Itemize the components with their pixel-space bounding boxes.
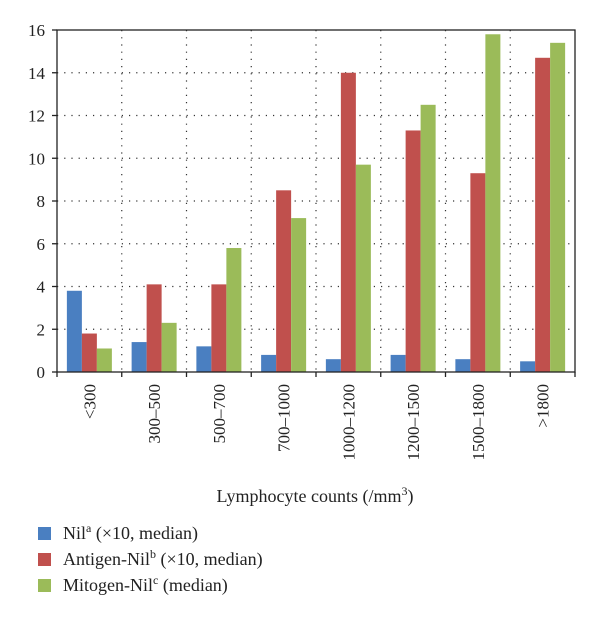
- bar-antigen-nil: [146, 284, 162, 372]
- bar-nil: [66, 290, 82, 372]
- y-tick-label: 12: [28, 107, 45, 126]
- bar-antigen-nil: [276, 190, 292, 372]
- x-tick-label: 1500–1800: [469, 384, 488, 461]
- bar-antigen-nil: [535, 57, 551, 372]
- bar-nil: [131, 342, 147, 372]
- x-axis-label: Lymphocyte counts (/mm3): [217, 484, 414, 507]
- bar-antigen-nil: [81, 333, 97, 372]
- legend-item: Mitogen-Nilc (median): [28, 572, 263, 598]
- y-tick-label: 8: [37, 192, 46, 211]
- bar-mitogen-nil: [291, 218, 307, 372]
- bar-nil: [261, 354, 277, 372]
- bars: [66, 34, 566, 373]
- legend-item: Nila (×10, median): [28, 520, 263, 546]
- bar-nil: [196, 346, 212, 372]
- y-tick-labels: 0 2 4 6 8 10 12 14 16: [28, 21, 46, 382]
- legend-label: Antigen-Nilb (×10, median): [63, 546, 263, 569]
- bar-nil: [520, 361, 536, 372]
- bar-nil: [325, 359, 341, 372]
- x-tick-label: 1000–1200: [339, 384, 358, 461]
- y-tick-label: 16: [28, 21, 45, 40]
- axes: [52, 29, 576, 377]
- legend-swatch: [38, 526, 51, 540]
- bar-nil: [455, 359, 471, 372]
- x-tick-label: 700–1000: [275, 384, 294, 452]
- x-tick-label: >1800: [534, 384, 553, 428]
- y-tick-label: 6: [37, 235, 46, 254]
- bar-mitogen-nil: [485, 34, 501, 373]
- bar-antigen-nil: [405, 130, 421, 372]
- bar-mitogen-nil: [355, 164, 371, 372]
- y-tick-label: 2: [37, 320, 46, 339]
- bar-nil: [390, 354, 406, 372]
- bar-antigen-nil: [470, 173, 486, 372]
- x-tick-labels: <300 300–500 500–700 700–1000 1000–1200 1200–…: [80, 384, 552, 461]
- bar-antigen-nil: [340, 72, 356, 372]
- bar-antigen-nil: [211, 284, 227, 372]
- legend: Nila (×10, median) Antigen-Nilb (×10, med…: [28, 520, 263, 598]
- x-tick-label: 500–700: [210, 384, 229, 444]
- bar-mitogen-nil: [550, 42, 566, 372]
- y-tick-label: 4: [37, 278, 46, 297]
- legend-swatch: [38, 552, 51, 566]
- x-tick-label: <300: [80, 384, 99, 419]
- bar-mitogen-nil: [96, 348, 112, 372]
- bar-mitogen-nil: [161, 322, 177, 372]
- y-tick-label: 10: [28, 149, 45, 168]
- y-tick-label: 0: [37, 363, 46, 382]
- bar-mitogen-nil: [226, 248, 242, 372]
- bar-mitogen-nil: [420, 104, 436, 372]
- legend-label: Nila (×10, median): [63, 520, 198, 543]
- legend-label: Mitogen-Nilc (median): [63, 572, 228, 595]
- legend-item: Antigen-Nilb (×10, median): [28, 546, 263, 572]
- y-tick-label: 14: [28, 64, 46, 83]
- x-tick-label: 300–500: [145, 384, 164, 444]
- x-tick-label: 1200–1500: [404, 384, 423, 461]
- legend-swatch: [38, 578, 51, 592]
